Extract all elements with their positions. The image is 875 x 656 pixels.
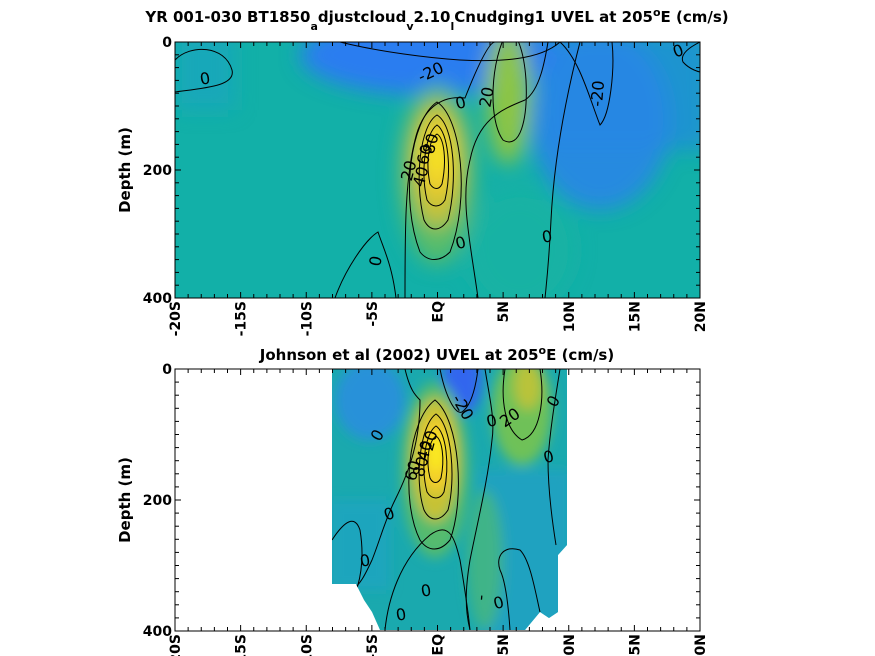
top-contour-label: 20 — [397, 158, 421, 183]
top-euc-peak — [429, 133, 445, 177]
x-tick-label: -5S — [365, 634, 381, 656]
top-contour-zero-right-tail — [544, 42, 581, 298]
top-contour-80-euc — [427, 133, 445, 189]
top-contour-label: 0 — [453, 232, 468, 253]
bottom-contour-zero-north — [547, 369, 561, 546]
top-panel: YR 001-030 BT1850adjustcloudv2.10lCnudgi… — [116, 6, 729, 336]
top-contour-label: 0 — [365, 254, 385, 267]
top-contour-zero-right — [465, 42, 549, 298]
bottom-y-tick-labels: 0 200 400 — [143, 362, 172, 640]
x-tick-label: 15N — [627, 301, 643, 332]
bottom-contour-label: 60 — [401, 458, 425, 483]
bottom-panel: Johnson et al (2002) UVEL at 205oE (cm/s… — [116, 344, 709, 656]
bottom-contour-label: 40 — [413, 438, 437, 463]
y-tick-label: 400 — [143, 291, 172, 307]
top-north-trough — [530, 42, 670, 210]
top-panel-title: YR 001-030 BT1850adjustcloudv2.10lCnudgi… — [144, 6, 728, 33]
bottom-contour-label: 0 — [419, 580, 432, 600]
top-contour-label: 0 — [198, 68, 211, 88]
y-tick-label: 200 — [143, 163, 172, 179]
bottom-contour-60-euc — [423, 425, 448, 499]
bottom-contour-zero-right — [465, 369, 494, 630]
top-contour-label: 20 — [475, 85, 497, 108]
x-tick-label: -10S — [299, 634, 315, 656]
x-tick-label: 5N — [496, 634, 512, 655]
bottom-minor-ticks — [174, 368, 701, 632]
bottom-contour-zero-east-deep — [498, 548, 541, 630]
top-contour-label: 0 — [540, 226, 553, 246]
bottom-x-tick-labels: -20S -15S -10S -5S EQ 5N 10N 15N 20N — [168, 634, 709, 656]
y-tick-label: 200 — [143, 493, 172, 509]
top-minor-ticks — [174, 41, 701, 299]
top-contour-label: 40 — [409, 164, 433, 189]
bottom-contour-zero-left — [351, 369, 421, 591]
bottom-contour-label: 0 — [358, 550, 371, 570]
bottom-contour-label: 0 — [484, 410, 499, 431]
bottom-y-axis-label: Depth (m) — [116, 457, 134, 543]
x-tick-label: -20S — [168, 634, 184, 656]
bottom-contours — [332, 369, 561, 630]
top-contour-20-ncc — [492, 42, 527, 143]
bottom-contour-zero-west-deep — [332, 520, 363, 601]
top-contour-minus20-surface — [339, 42, 561, 62]
top-contour-minus20-north — [559, 42, 614, 126]
bottom-contour-zero-mid-deep — [384, 529, 471, 630]
bottom-contour-label: 20 — [418, 428, 442, 453]
x-tick-label: 15N — [627, 634, 643, 656]
bottom-contour-20-ncc — [502, 369, 543, 441]
bottom-contour-label: 80 — [409, 454, 433, 479]
bottom-contour-label: 0 — [491, 592, 506, 613]
bottom-deep-green — [467, 490, 503, 630]
bottom-ncc-core — [514, 369, 542, 410]
x-tick-label: -5S — [365, 301, 381, 327]
top-contour-20-euc — [408, 101, 462, 260]
x-tick-label: 5N — [496, 301, 512, 322]
bottom-field-west — [332, 500, 390, 590]
bottom-contour-80-euc — [427, 435, 444, 483]
top-y-tick-labels: 0 200 400 — [143, 35, 172, 307]
top-contour-labels: 0 -20 0 20 -20 0 20 40 60 80 0 0 0 — [198, 42, 686, 268]
top-contours — [175, 42, 700, 298]
top-contour-label: 0 — [453, 92, 468, 113]
x-tick-label: 10N — [562, 634, 578, 656]
x-tick-label: 20N — [693, 634, 709, 656]
bottom-west-trough — [335, 369, 405, 440]
bottom-contour-label: 0 — [541, 446, 556, 467]
x-tick-label: -10S — [299, 301, 315, 336]
x-tick-label: -15S — [234, 301, 250, 336]
x-tick-label: 10N — [562, 301, 578, 332]
bottom-contour-label: - — [471, 594, 490, 601]
y-tick-label: 400 — [143, 624, 172, 640]
top-contour-zero-south — [175, 48, 233, 93]
bottom-contour-minus20 — [439, 369, 479, 413]
top-contour-label: 60 — [413, 142, 437, 167]
bottom-contour-40-euc — [418, 413, 453, 520]
top-contour-zero-northeast — [681, 42, 700, 73]
bottom-panel-title: Johnson et al (2002) UVEL at 205oE (cm/s… — [259, 344, 614, 364]
x-tick-label: EQ — [431, 301, 447, 323]
x-tick-label: -15S — [234, 634, 250, 656]
x-tick-label: 20N — [693, 301, 709, 332]
bottom-heatmap: -20 0 20 0 0 60 80 40 20 0 0 0 0 - 0 0 — [332, 369, 567, 630]
top-x-tick-labels: -20S -15S -10S -5S EQ 5N 10N 15N 20N — [168, 301, 709, 336]
y-tick-label: 0 — [162, 35, 172, 51]
top-contour-60-euc — [423, 124, 449, 207]
top-contour-label: 80 — [419, 131, 443, 156]
top-heatmap: 0 -20 0 20 -20 0 20 40 60 80 0 0 0 — [175, 42, 700, 298]
y-tick-label: 0 — [162, 362, 172, 378]
top-contour-40-euc — [418, 114, 454, 230]
x-tick-label: EQ — [431, 634, 447, 656]
top-deep-lobe — [465, 190, 575, 298]
top-y-axis-label: Depth (m) — [116, 127, 134, 213]
top-contour-zero-deep-south — [334, 231, 397, 298]
x-tick-label: -20S — [168, 301, 184, 336]
top-contour-label: -20 — [587, 80, 608, 108]
bottom-contour-label: 0 — [394, 604, 407, 624]
bottom-contour-20-euc — [408, 399, 459, 550]
